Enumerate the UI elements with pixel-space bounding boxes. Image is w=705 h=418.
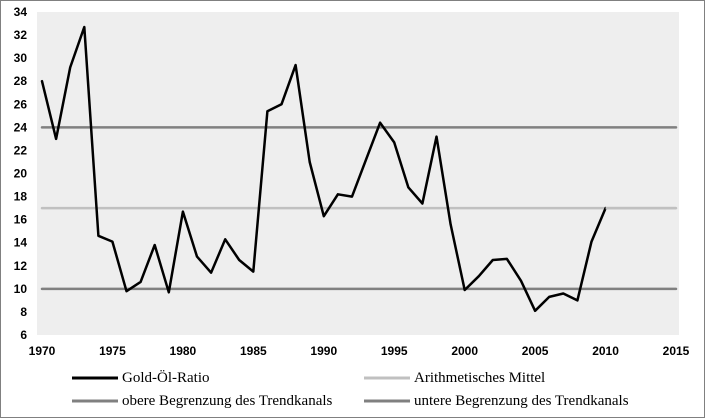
y-tick-label: 22 (14, 143, 28, 157)
y-tick-label: 34 (14, 5, 28, 19)
x-tick-label: 1975 (99, 344, 126, 358)
series-lines (40, 25, 678, 313)
x-tick-label: 1990 (310, 344, 337, 358)
y-axis-tick-labels: 6 8 10 12 14 16 18 20 22 24 26 28 30 32 34 (14, 5, 28, 342)
y-tick-label: 28 (14, 74, 28, 88)
y-tick-label: 24 (14, 120, 28, 134)
legend: Gold-Öl-Ratio Arithmetisches Mittel obere … (72, 369, 629, 409)
x-tick-label: 2000 (451, 344, 478, 358)
y-tick-label: 8 (20, 305, 27, 319)
x-tick-label: 2015 (663, 344, 690, 358)
x-axis-tick-labels: 1970 1975 1980 1985 1990 1995 2000 2005 2010 2015 (29, 344, 690, 358)
y-tick-label: 20 (14, 167, 28, 181)
x-tick-label: 1980 (170, 344, 197, 358)
plot-area (37, 12, 679, 335)
x-tick-label: 1985 (240, 344, 267, 358)
y-tick-label: 30 (14, 51, 28, 65)
y-tick-label: 6 (20, 328, 27, 342)
y-tick-label: 26 (14, 97, 28, 111)
y-tick-label: 32 (14, 28, 28, 42)
x-tick-label: 1970 (29, 344, 56, 358)
x-tick-label: 1995 (381, 344, 408, 358)
x-tick-label: 2005 (522, 344, 549, 358)
y-tick-label: 16 (14, 213, 28, 227)
y-tick-label: 10 (14, 282, 28, 296)
y-tick-label: 18 (14, 190, 28, 204)
legend-label-untere-begrenzung-des-trendkanals: untere Begrenzung des Trendkanals (414, 393, 629, 409)
x-tick-label: 2010 (592, 344, 619, 358)
y-tick-label: 14 (14, 236, 28, 250)
y-tick-label: 12 (14, 259, 28, 273)
legend-label-arithmetisches-mittel: Arithmetisches Mittel (414, 370, 545, 386)
series-line-gold-oel-ratio (40, 25, 607, 313)
legend-label-obere-begrenzung-des-trendkanals: obere Begrenzung des Trendkanals (122, 393, 333, 409)
legend-label-gold-oel-ratio: Gold-Öl-Ratio (122, 369, 210, 386)
